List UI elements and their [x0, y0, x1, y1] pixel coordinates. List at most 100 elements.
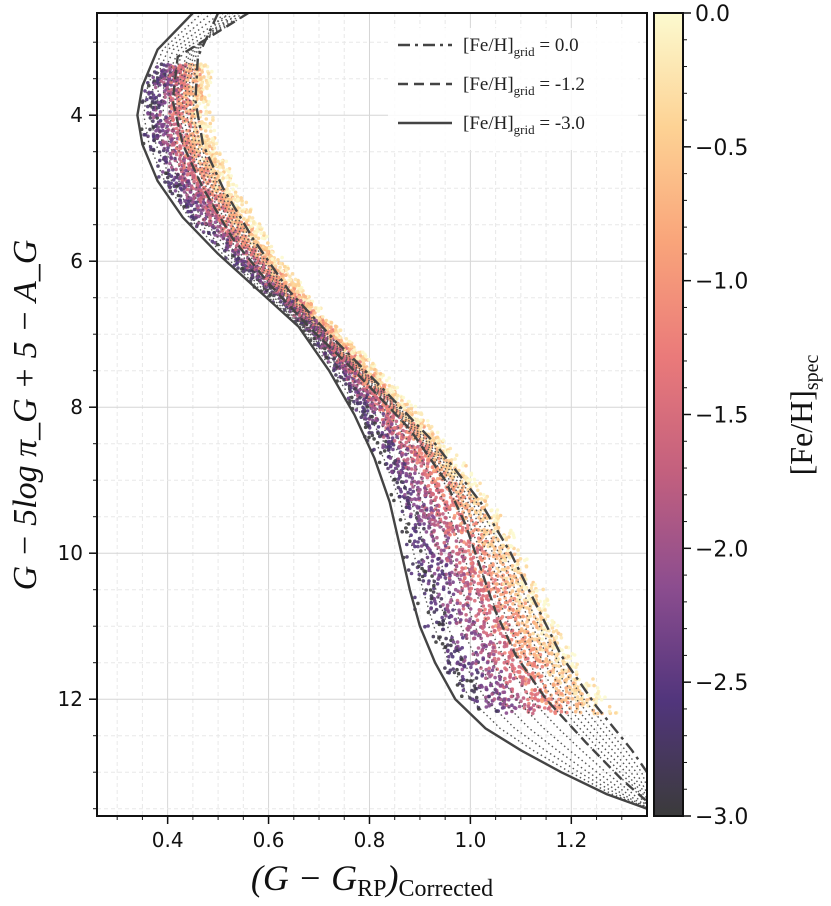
star-point	[540, 664, 545, 669]
star-point	[229, 193, 233, 197]
star-point	[204, 112, 208, 116]
star-point	[509, 615, 513, 619]
star-point	[484, 705, 489, 709]
star-point	[473, 598, 477, 603]
star-point	[543, 608, 547, 612]
star-point	[333, 324, 338, 329]
star-point	[389, 492, 394, 497]
star-point	[458, 547, 462, 552]
star-point	[195, 182, 200, 186]
star-point	[449, 614, 454, 619]
star-point	[596, 689, 601, 694]
star-point	[476, 574, 481, 578]
star-point	[488, 683, 493, 688]
star-point	[451, 608, 455, 612]
star-point	[545, 598, 550, 602]
star-point	[391, 447, 395, 452]
star-point	[211, 138, 216, 143]
star-point	[481, 589, 486, 593]
star-point	[538, 659, 542, 664]
star-point	[434, 640, 438, 644]
star-point	[214, 141, 219, 146]
star-point	[377, 460, 382, 465]
star-point	[208, 121, 213, 126]
star-point	[570, 652, 575, 656]
star-point	[451, 580, 455, 584]
star-point	[385, 409, 390, 413]
star-point	[413, 404, 418, 409]
star-point	[498, 513, 503, 518]
star-point	[550, 619, 554, 623]
star-point	[366, 367, 370, 371]
star-point	[378, 372, 383, 376]
star-point	[478, 492, 483, 496]
star-point	[356, 356, 360, 361]
star-point	[150, 112, 155, 117]
star-point	[429, 596, 434, 601]
star-point	[595, 711, 600, 716]
star-point	[509, 528, 513, 533]
star-point	[213, 157, 217, 162]
star-point	[168, 161, 172, 166]
star-point	[157, 100, 161, 105]
star-point	[452, 516, 456, 520]
star-point	[469, 582, 473, 586]
star-point	[329, 320, 334, 325]
star-point	[544, 659, 549, 663]
star-point	[292, 282, 296, 286]
star-point	[408, 514, 413, 519]
star-point	[442, 444, 446, 449]
star-point	[475, 699, 480, 703]
star-point	[435, 582, 440, 586]
star-point	[475, 653, 480, 657]
star-point	[452, 649, 457, 654]
star-point	[507, 654, 511, 659]
star-point	[516, 621, 520, 625]
star-point	[424, 588, 429, 592]
star-point	[329, 329, 334, 334]
star-point	[283, 265, 287, 269]
star-point	[516, 613, 520, 618]
star-point	[485, 633, 490, 638]
star-point	[211, 142, 216, 147]
star-point	[513, 706, 518, 711]
star-point	[385, 427, 390, 431]
star-point	[363, 425, 368, 430]
star-point	[465, 678, 469, 683]
star-point	[413, 465, 418, 469]
star-point	[162, 63, 166, 67]
star-point	[511, 533, 516, 538]
star-point	[258, 225, 263, 229]
star-point	[381, 443, 386, 448]
star-point	[211, 149, 215, 154]
star-point	[417, 448, 422, 452]
star-point	[532, 621, 537, 626]
star-point	[546, 603, 551, 607]
star-point	[380, 431, 385, 435]
star-point	[166, 145, 170, 150]
star-point	[400, 398, 404, 403]
star-point	[432, 554, 436, 558]
star-point	[433, 523, 437, 527]
star-point	[532, 664, 536, 668]
star-point	[513, 643, 517, 648]
star-point	[400, 453, 404, 458]
star-point	[284, 273, 288, 278]
star-point	[474, 521, 478, 525]
star-point	[503, 600, 508, 605]
star-point	[205, 81, 209, 85]
star-point	[484, 676, 488, 680]
star-point	[408, 411, 413, 415]
star-point	[457, 681, 462, 686]
star-point	[554, 636, 558, 640]
star-point	[423, 473, 428, 477]
star-point	[474, 676, 479, 680]
star-point	[487, 666, 492, 671]
star-point	[466, 479, 470, 483]
star-point	[227, 189, 231, 194]
star-point	[526, 680, 531, 685]
star-point	[212, 128, 217, 133]
star-point	[614, 711, 618, 715]
star-point	[381, 373, 386, 378]
star-point	[484, 496, 488, 501]
